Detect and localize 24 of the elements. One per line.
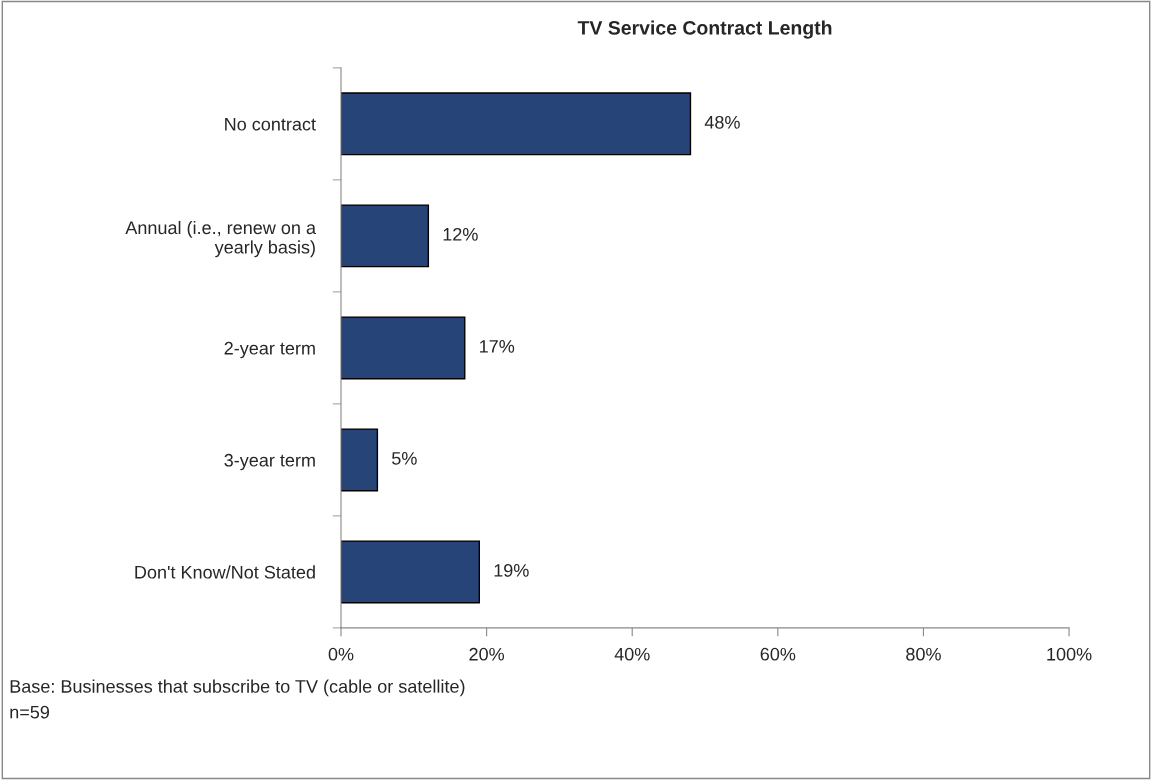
x-tick-label: 80% — [906, 647, 941, 661]
x-tick-label: 40% — [614, 647, 650, 661]
bar — [340, 540, 481, 604]
data-label: 12% — [443, 227, 478, 241]
data-label: 5% — [392, 452, 417, 465]
y-tick-label: Annual (i.e., renew on a yearly basis) — [125, 220, 316, 258]
x-tick-label: 60% — [760, 647, 796, 661]
y-tick-label: No contract — [225, 117, 316, 131]
x-tick-label: 20% — [469, 647, 505, 661]
bar — [340, 316, 466, 380]
text: n=59 — [10, 705, 50, 719]
bar — [340, 92, 692, 156]
x-tick-label: 0% — [328, 647, 354, 661]
data-label: 17% — [480, 340, 515, 353]
bar — [340, 204, 430, 268]
y-tick-label: Don't Know/Not Stated — [135, 565, 315, 579]
data-label: 48% — [704, 115, 740, 129]
chart-title: TV Service Contract Length — [577, 20, 832, 39]
x-tick-label: 100% — [1047, 647, 1092, 661]
bar — [340, 428, 379, 492]
y-tick-label: 3-year term — [224, 453, 315, 471]
text: Base: Businesses that subscribe to TV (cable or satellite) — [10, 679, 465, 697]
y-tick-label: 2-year term — [224, 341, 315, 359]
data-label: 19% — [494, 563, 529, 577]
